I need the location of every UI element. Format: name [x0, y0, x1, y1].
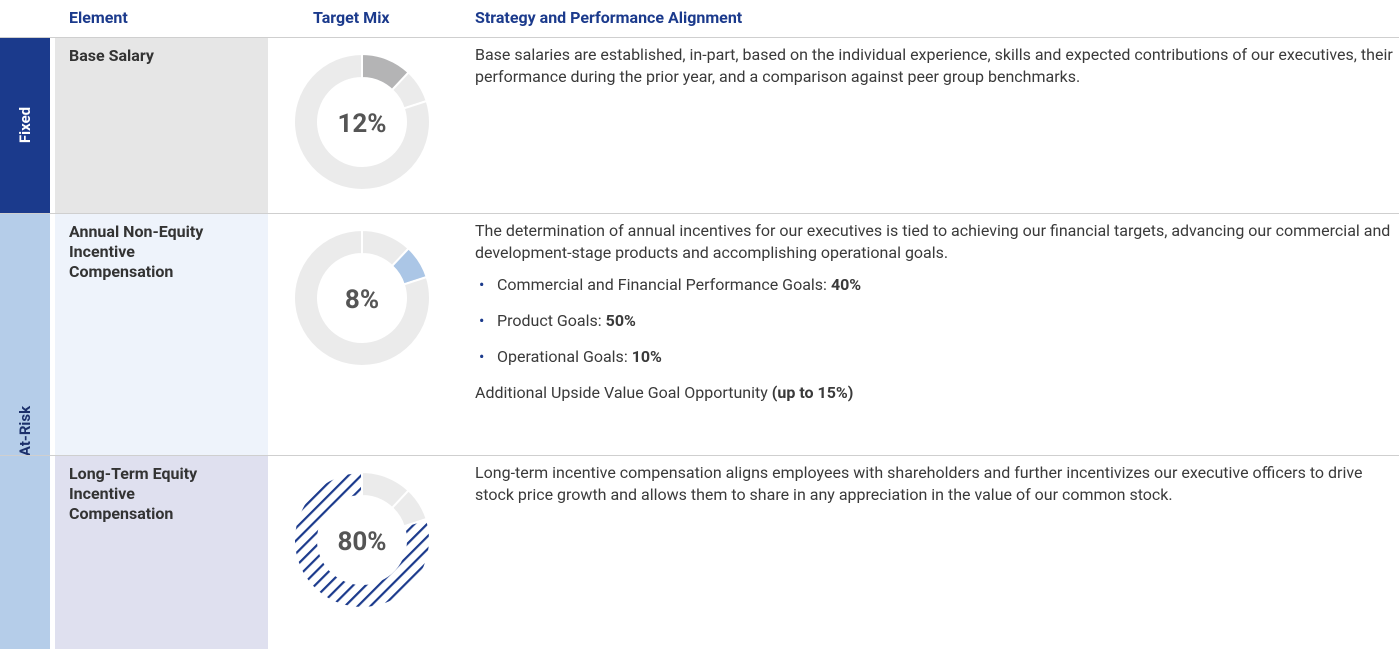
element-cell: Annual Non-Equity Incentive Compensation — [55, 214, 268, 456]
table-row: Annual Non-Equity Incentive Compensation… — [0, 213, 1399, 456]
bullet-value: 50% — [605, 311, 636, 330]
element-name: Base Salary — [69, 46, 154, 65]
column-header: Strategy and Performance Alignment — [475, 8, 743, 27]
bullet-text: Product Goals: — [497, 311, 602, 330]
donut-segment — [293, 470, 431, 609]
paragraph: Base salaries are established, in-part, … — [475, 45, 1393, 86]
mix-label: 8% — [345, 285, 379, 315]
bullet-item: Commercial and Financial Performance Goa… — [475, 274, 1397, 296]
table-row: Base Salary 12% Base salaries are establis… — [0, 37, 1399, 214]
bullet-item: Operational Goals:10% — [475, 346, 1397, 368]
group-band: At-Risk — [0, 213, 50, 649]
bullet-item: Product Goals:50% — [475, 310, 1397, 332]
donut-chart: 12% — [293, 52, 431, 191]
note-value: (up to 15%) — [771, 383, 854, 402]
element-name: Long-Term Equity Incentive Compensation — [69, 464, 198, 523]
bullet-text: Commercial and Financial Performance Goa… — [497, 275, 827, 294]
column-header: Element — [69, 8, 128, 27]
donut-segment — [293, 228, 431, 367]
element-cell: Long-Term Equity Incentive Compensation — [55, 456, 268, 649]
paragraph: The determination of annual incentives f… — [475, 221, 1391, 262]
note-text: Additional Upside Value Goal Opportunity — [475, 383, 768, 402]
description: Long-term incentive compensation aligns … — [475, 462, 1397, 516]
element-name: Annual Non-Equity Incentive Compensation — [69, 222, 204, 281]
column-header: Target Mix — [313, 8, 390, 27]
note: Additional Upside Value Goal Opportunity… — [475, 382, 1397, 404]
donut-chart: 80% — [293, 470, 431, 609]
element-cell: Base Salary — [55, 38, 268, 214]
mix-label: 80% — [337, 527, 386, 557]
bullet-value: 40% — [830, 275, 862, 294]
bullet-value: 10% — [631, 347, 662, 366]
mix-label: 12% — [337, 109, 386, 139]
group-band: Fixed — [0, 37, 50, 213]
paragraph: Long-term incentive compensation aligns … — [475, 463, 1363, 504]
donut-chart: 8% — [293, 228, 431, 367]
bullet-text: Operational Goals: — [497, 347, 628, 366]
description: Base salaries are established, in-part, … — [475, 44, 1397, 98]
description: The determination of annual incentives f… — [475, 220, 1397, 414]
donut-segment — [293, 52, 431, 191]
table-row: Long-Term Equity Incentive Compensation 8… — [0, 455, 1399, 649]
